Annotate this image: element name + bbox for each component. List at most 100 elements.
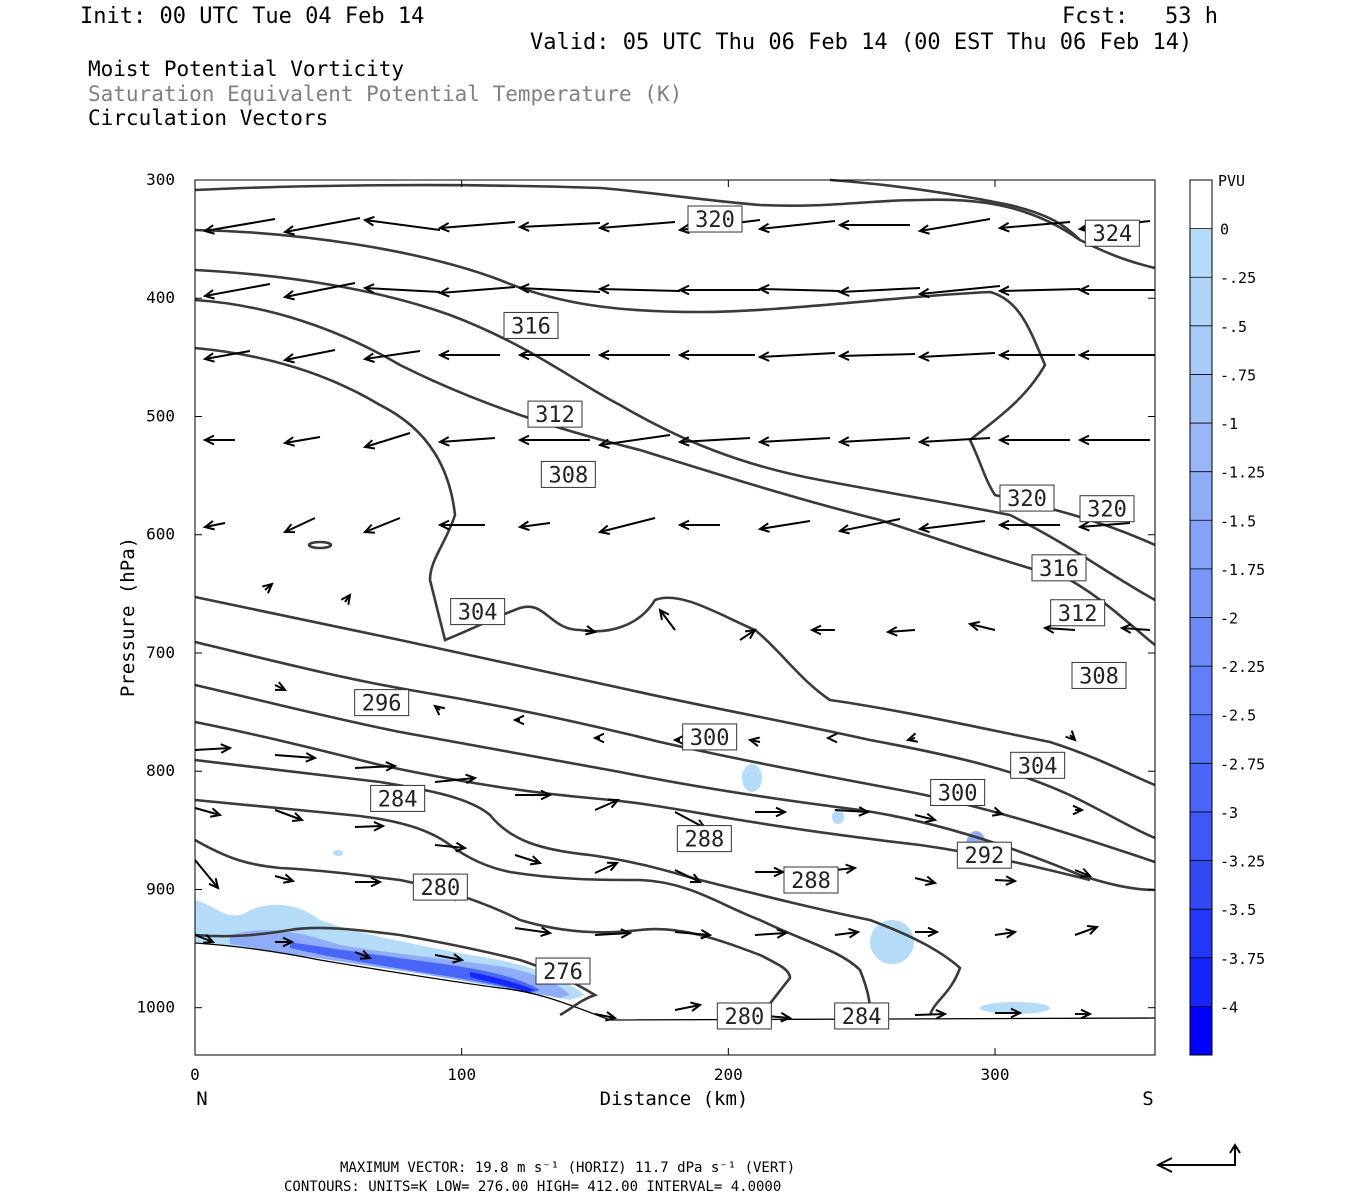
contour-line xyxy=(194,183,1156,270)
vector-arrow xyxy=(597,283,681,295)
vector-arrow xyxy=(282,517,316,534)
reference-vector-icon xyxy=(1155,1143,1241,1173)
vector-arrow xyxy=(672,734,685,746)
vector-arrow xyxy=(837,219,910,231)
pv-patch xyxy=(333,850,343,856)
contour-label: 312 xyxy=(1058,602,1098,627)
pv-band xyxy=(290,942,540,993)
vector-arrow xyxy=(1072,804,1085,816)
field-title-theta: Saturation Equivalent Potential Temperat… xyxy=(88,82,683,106)
vector-arrow xyxy=(597,517,656,535)
axes: 300 400 500 600 700 800 900 1000 0 100 200 300 xyxy=(136,170,1155,1084)
vector-arrow xyxy=(354,949,373,960)
vector-arrow xyxy=(202,350,251,363)
contour-label: 296 xyxy=(362,692,402,717)
valid-time: Valid: 05 UTC Thu 06 Feb 14 (00 EST Thu … xyxy=(530,30,1193,55)
vector-arrow xyxy=(991,806,1005,817)
theta-contours xyxy=(194,178,1156,1017)
circulation-vectors xyxy=(194,215,1155,1023)
vector-arrow xyxy=(905,732,919,743)
vector-arrow xyxy=(1077,521,1131,532)
colorbar-label: 0 xyxy=(1220,221,1229,239)
vector-arrow xyxy=(262,582,274,594)
vector-arrow xyxy=(517,520,551,532)
colorbar-label: -2.5 xyxy=(1220,707,1256,725)
colorbar-swatch xyxy=(1190,957,1212,1007)
vector-arrow xyxy=(997,434,1070,446)
vector-arrow xyxy=(917,285,1001,299)
vector-arrow xyxy=(362,350,421,363)
vector-arrow xyxy=(514,926,553,937)
colorbar-label: -.25 xyxy=(1220,269,1256,287)
vector-arrow xyxy=(362,283,441,294)
colorbar-label: -.5 xyxy=(1220,318,1247,336)
field-title-vectors: Circulation Vectors xyxy=(88,106,329,130)
vector-arrow xyxy=(194,743,233,754)
contour-label-box xyxy=(834,1002,890,1030)
vector-arrow xyxy=(997,519,1060,531)
vector-arrow xyxy=(914,812,938,824)
vector-arrow xyxy=(282,217,361,236)
y-tick-label: 900 xyxy=(146,879,175,898)
vector-arrow xyxy=(677,436,751,447)
vector-arrow xyxy=(658,608,676,631)
vector-arrow xyxy=(677,519,720,531)
contour-label: 312 xyxy=(535,403,575,428)
contour-line xyxy=(194,595,1156,840)
colorbar-label: -2.75 xyxy=(1220,755,1265,773)
contour-label: 308 xyxy=(1079,664,1119,689)
forecast-hour: 53 h xyxy=(1165,4,1218,29)
colorbar-swatch xyxy=(1190,666,1212,716)
vector-arrow xyxy=(584,625,598,636)
vector-arrow xyxy=(994,875,1018,886)
colorbar-label: -3.25 xyxy=(1220,853,1265,871)
vector-arrow xyxy=(674,869,703,884)
terrain-line xyxy=(194,942,1156,1021)
colorbar-label: -1.5 xyxy=(1220,512,1256,530)
vector-arrow xyxy=(437,349,500,361)
contour-label-box xyxy=(783,866,839,894)
vector-arrow xyxy=(739,628,757,641)
pv-patch xyxy=(980,1002,1050,1014)
vector-arrow xyxy=(282,282,356,301)
vector-arrow xyxy=(194,934,216,944)
contour-label-box xyxy=(682,723,738,751)
x-tick-label: 200 xyxy=(714,1065,743,1084)
vector-arrow xyxy=(1075,1008,1093,1020)
contour-line xyxy=(194,683,1156,892)
contour-label: 276 xyxy=(543,960,583,985)
contour-label: 304 xyxy=(458,601,498,626)
field-title-pv: Moist Potential Vorticity xyxy=(88,57,405,81)
colorbar-label: -3 xyxy=(1220,804,1238,822)
colorbar-label: -1.75 xyxy=(1220,561,1265,579)
vector-arrow xyxy=(355,876,383,888)
vector-arrow xyxy=(917,520,986,534)
x-tick-label: 0 xyxy=(190,1065,200,1084)
contour-label-box xyxy=(956,841,1012,869)
vector-arrow xyxy=(340,593,352,606)
contour-label-box xyxy=(412,873,468,901)
vector-arrow xyxy=(757,220,836,234)
plot-frame xyxy=(194,179,1156,1056)
colorbar-swatch xyxy=(1190,909,1212,959)
vector-arrow xyxy=(594,928,633,939)
pv-patch xyxy=(870,920,914,964)
vector-arrow xyxy=(747,736,761,747)
contour-line xyxy=(307,540,333,550)
contour-label: 280 xyxy=(420,876,460,901)
contour-label-box xyxy=(370,784,426,812)
colorbar-swatch xyxy=(1190,325,1212,375)
colorbar-swatch xyxy=(1190,228,1212,278)
y-tick-label: 300 xyxy=(146,170,175,189)
vector-arrow xyxy=(437,286,516,298)
vector-arrow xyxy=(755,806,788,818)
pv-band xyxy=(470,972,535,992)
vector-arrow xyxy=(434,773,478,785)
vector-arrow xyxy=(517,349,590,361)
vector-arrow xyxy=(433,704,445,716)
vector-arrow xyxy=(1077,349,1155,361)
vector-arrow xyxy=(967,620,996,632)
colorbar-swatch xyxy=(1190,180,1212,230)
vector-arrow xyxy=(834,806,871,817)
contour-label-box xyxy=(535,957,591,985)
